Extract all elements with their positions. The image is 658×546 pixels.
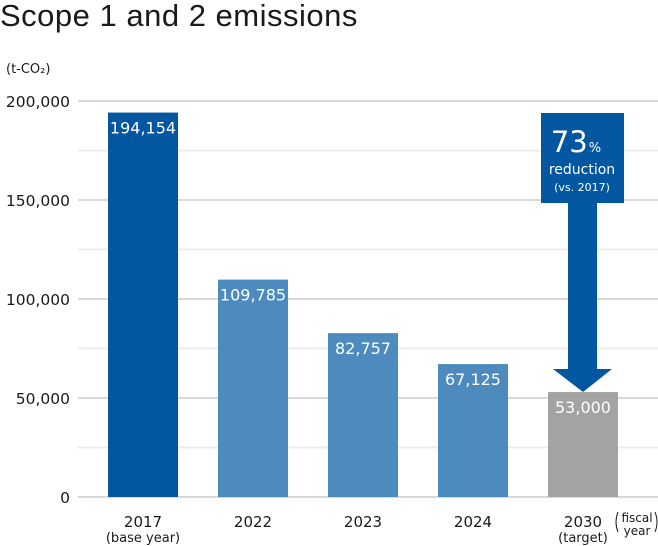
value-label: 82,757 [335, 339, 391, 358]
x-axis-labels: 2017(base year) 2022 2023 2024 2030(target) [106, 513, 608, 546]
reduction-baseline: (vs. 2017) [554, 181, 610, 194]
x-tick-label: 2024 [454, 513, 492, 531]
bar-2023 [328, 333, 398, 497]
reduction-callout: 73% reduction (vs. 2017) [541, 113, 624, 392]
value-label: 53,000 [555, 398, 611, 417]
bars [108, 112, 618, 498]
bar-2017 [108, 112, 178, 498]
reduction-unit: % [589, 141, 601, 156]
reduction-percent: 73% [551, 125, 601, 159]
y-tick-label: 50,000 [16, 390, 70, 408]
y-axis-unit: (t-CO₂) [6, 62, 50, 77]
bar-2030 [548, 392, 618, 497]
reduction-value: 73 [551, 125, 588, 159]
right-paren [654, 511, 658, 533]
chart-title: Scope 1 and 2 emissions [0, 0, 358, 33]
bar-2022 [218, 279, 288, 497]
fiscal-note-line1: fiscal [621, 511, 652, 525]
fiscal-note-line2: year [624, 524, 651, 538]
y-axis-ticks: 0 50,000 100,000 150,000 200,000 [6, 93, 70, 507]
value-label: 194,154 [110, 119, 176, 138]
x-tick-label: 2022 [234, 513, 272, 531]
value-labels: 194,154 109,785 82,757 67,125 53,000 [110, 119, 611, 417]
value-label: 67,125 [445, 370, 501, 389]
x-tick-sublabel: (base year) [106, 531, 180, 546]
reduction-arrow [541, 113, 624, 392]
bar-2024 [438, 364, 508, 497]
y-tick-label: 0 [60, 489, 70, 507]
x-tick-sublabel: (target) [558, 531, 608, 546]
y-tick-label: 150,000 [6, 192, 70, 210]
reduction-label: reduction [549, 162, 615, 178]
fiscal-year-note: fiscal year [615, 511, 658, 538]
x-tick-label: 2030 [564, 513, 602, 531]
y-tick-label: 100,000 [6, 291, 70, 309]
y-tick-label: 200,000 [6, 93, 70, 111]
x-tick-label: 2017 [124, 513, 162, 531]
left-paren [615, 511, 619, 533]
value-label: 109,785 [220, 286, 286, 305]
x-tick-label: 2023 [344, 513, 382, 531]
